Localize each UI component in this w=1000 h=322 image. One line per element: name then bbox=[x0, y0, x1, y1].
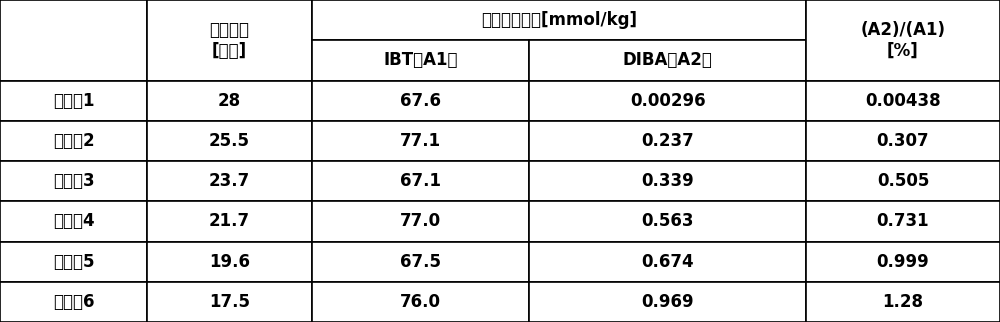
Text: 0.339: 0.339 bbox=[641, 172, 694, 190]
Bar bbox=[529, 40, 806, 80]
Bar bbox=[0, 161, 147, 201]
Text: 23.7: 23.7 bbox=[209, 172, 250, 190]
Bar bbox=[147, 201, 312, 242]
Bar bbox=[147, 121, 312, 161]
Bar bbox=[147, 242, 312, 282]
Text: 1.28: 1.28 bbox=[882, 293, 923, 311]
Text: IBT（A1）: IBT（A1） bbox=[383, 52, 458, 69]
Bar bbox=[147, 0, 312, 80]
Bar bbox=[147, 282, 312, 322]
Text: 17.5: 17.5 bbox=[209, 293, 250, 311]
Text: 参考例1: 参考例1 bbox=[53, 92, 94, 109]
Text: 0.563: 0.563 bbox=[641, 213, 694, 230]
Text: 搅拌时间
[小时]: 搅拌时间 [小时] bbox=[209, 21, 249, 60]
Bar bbox=[147, 80, 312, 121]
Text: 参考例5: 参考例5 bbox=[53, 253, 94, 270]
Text: 0.307: 0.307 bbox=[877, 132, 929, 150]
Text: 28: 28 bbox=[218, 92, 241, 109]
Text: 0.237: 0.237 bbox=[641, 132, 694, 150]
Bar bbox=[529, 121, 806, 161]
Text: 67.5: 67.5 bbox=[400, 253, 441, 270]
Bar bbox=[312, 121, 529, 161]
Bar bbox=[529, 242, 806, 282]
Text: 参考例3: 参考例3 bbox=[53, 172, 94, 190]
Bar bbox=[529, 161, 806, 201]
Text: 67.1: 67.1 bbox=[400, 172, 441, 190]
Text: 67.6: 67.6 bbox=[400, 92, 441, 109]
Bar bbox=[0, 80, 147, 121]
Bar bbox=[0, 282, 147, 322]
Bar bbox=[806, 282, 1000, 322]
Bar bbox=[312, 201, 529, 242]
Text: 0.999: 0.999 bbox=[877, 253, 929, 270]
Bar bbox=[806, 161, 1000, 201]
Text: 77.1: 77.1 bbox=[400, 132, 441, 150]
Text: 有机铝化合物[mmol/kg]: 有机铝化合物[mmol/kg] bbox=[481, 11, 637, 29]
Bar bbox=[312, 80, 529, 121]
Bar bbox=[529, 201, 806, 242]
Bar bbox=[806, 80, 1000, 121]
Bar bbox=[806, 242, 1000, 282]
Text: 76.0: 76.0 bbox=[400, 293, 441, 311]
Bar bbox=[0, 201, 147, 242]
Text: 参考例2: 参考例2 bbox=[53, 132, 94, 150]
Text: 77.0: 77.0 bbox=[400, 213, 441, 230]
Text: (A2)/(A1)
[%]: (A2)/(A1) [%] bbox=[860, 21, 945, 60]
Text: 0.505: 0.505 bbox=[877, 172, 929, 190]
Text: 21.7: 21.7 bbox=[209, 213, 250, 230]
Text: 0.00438: 0.00438 bbox=[865, 92, 941, 109]
Text: 0.674: 0.674 bbox=[641, 253, 694, 270]
Bar bbox=[0, 0, 147, 80]
Bar bbox=[147, 161, 312, 201]
Bar bbox=[312, 40, 529, 80]
Bar bbox=[312, 282, 529, 322]
Bar bbox=[0, 242, 147, 282]
Text: 参考例4: 参考例4 bbox=[53, 213, 94, 230]
Text: 25.5: 25.5 bbox=[209, 132, 250, 150]
Bar bbox=[312, 242, 529, 282]
Bar bbox=[312, 161, 529, 201]
Bar bbox=[0, 121, 147, 161]
Text: 0.969: 0.969 bbox=[641, 293, 694, 311]
Bar bbox=[806, 0, 1000, 80]
Bar bbox=[806, 121, 1000, 161]
Text: 参考例6: 参考例6 bbox=[53, 293, 94, 311]
Bar bbox=[529, 80, 806, 121]
Bar bbox=[312, 0, 806, 40]
Bar bbox=[529, 282, 806, 322]
Bar bbox=[806, 201, 1000, 242]
Text: 0.00296: 0.00296 bbox=[630, 92, 705, 109]
Text: 0.731: 0.731 bbox=[877, 213, 929, 230]
Text: DIBA（A2）: DIBA（A2） bbox=[623, 52, 713, 69]
Text: 19.6: 19.6 bbox=[209, 253, 250, 270]
